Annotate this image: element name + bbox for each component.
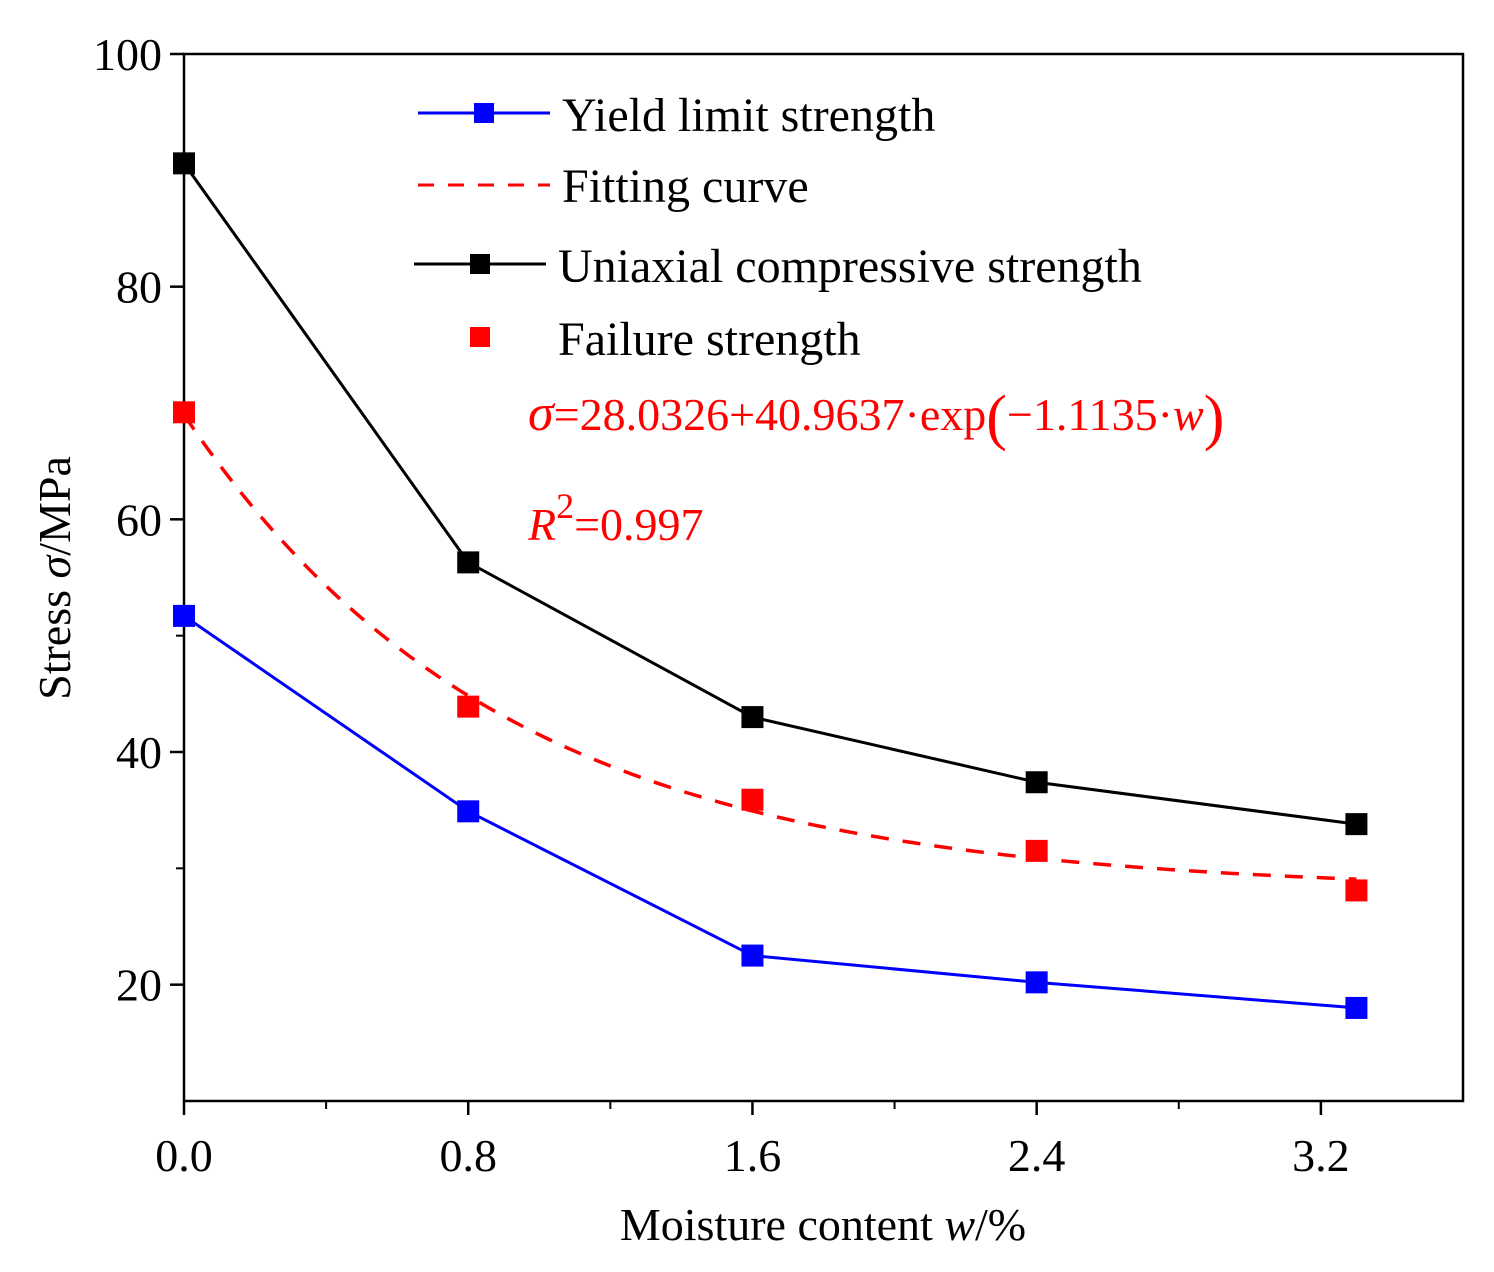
uniaxial-compressive-strength-point: [457, 551, 480, 574]
yield-limit-strength-line: [183, 614, 1357, 1010]
yield-limit-strength-point: [1025, 971, 1048, 994]
x-tick-label: 1.6: [724, 1130, 782, 1181]
y-tick-label: 60: [116, 494, 162, 545]
failure-strength-point: [457, 695, 480, 718]
plot-area-frame: [182, 52, 1465, 1103]
x-tick-label: 2.4: [1008, 1130, 1066, 1181]
failure-strength-point: [1345, 879, 1368, 902]
y-tick-labels: 20 40 60 80 100: [93, 29, 162, 1011]
x-tick-labels: 0.0 0.8 1.6 2.4 3.2: [155, 1130, 1349, 1181]
x-tick-label: 3.2: [1292, 1130, 1350, 1181]
legend-label-failure: Failure strength: [558, 313, 861, 366]
y-tick-label: 40: [116, 727, 162, 778]
yield-limit-strength-point: [1345, 996, 1368, 1019]
x-tick-label: 0.0: [155, 1130, 213, 1181]
uniaxial-compressive-strength-point: [173, 152, 195, 175]
x-tick-label: 0.8: [439, 1130, 497, 1181]
legend-item-fitting: Fitting curve: [418, 160, 809, 213]
fitting-curve-line: [182, 413, 1357, 881]
series-layer: [173, 152, 1368, 1019]
y-tick-label: 20: [116, 960, 162, 1011]
legend-label-fitting: Fitting curve: [562, 160, 809, 213]
uniaxial-compressive-strength-point: [741, 706, 764, 729]
y-axis-title: Stress σ/MPa: [29, 456, 80, 700]
yield-limit-strength-point: [173, 604, 195, 627]
yield-limit-strength-point: [741, 944, 764, 967]
uniaxial-compressive-strength-point: [1345, 813, 1368, 836]
legend: Yield limit strength Fitting curve Uniax…: [414, 89, 1142, 366]
failure-strength-point: [1025, 839, 1048, 862]
fit-equation: σ=28.0326+40.9637·exp(−1.1135·w): [528, 384, 1224, 452]
failure-strength-point: [741, 788, 764, 811]
legend-label-yield: Yield limit strength: [562, 89, 935, 142]
legend-item-yield: Yield limit strength: [418, 89, 935, 142]
x-axis-title: Moisture content w/%: [620, 1199, 1026, 1250]
uniaxial-compressive-strength-point: [1025, 771, 1048, 794]
legend-label-ucs: Uniaxial compressive strength: [558, 240, 1142, 293]
y-tick-label: 100: [93, 29, 162, 80]
y-tick-label: 80: [116, 262, 162, 313]
legend-item-failure: Failure strength: [470, 313, 861, 366]
r-squared: R2=0.997: [527, 486, 704, 550]
failure-strength-point: [173, 401, 195, 424]
legend-item-ucs: Uniaxial compressive strength: [414, 240, 1142, 293]
yield-limit-strength-point: [457, 800, 480, 823]
